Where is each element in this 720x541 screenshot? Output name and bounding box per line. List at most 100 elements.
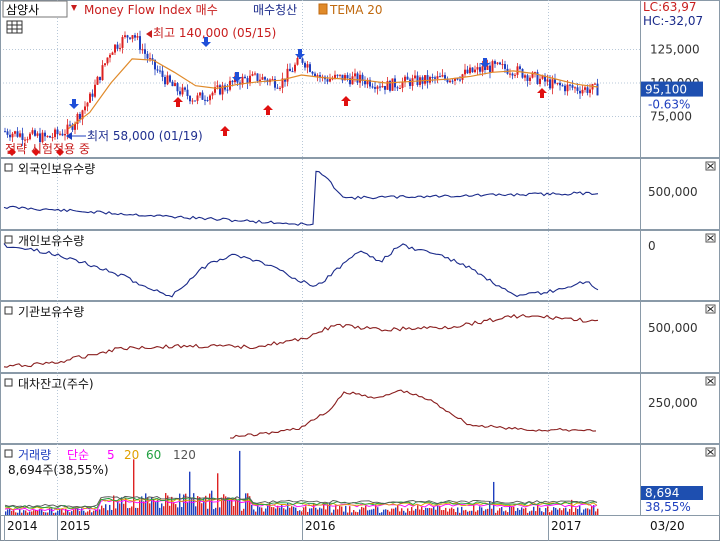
candle-body [204, 99, 206, 101]
volume-bar [541, 511, 543, 515]
volume-bar [179, 493, 181, 515]
panel-axis-tick: 0 [648, 239, 656, 253]
stock-name-box[interactable] [2, 0, 68, 18]
volume-bar [143, 501, 145, 515]
volume-bar [501, 507, 503, 515]
volume-bar [89, 509, 91, 515]
candle-body [566, 84, 569, 92]
candle-body [219, 85, 221, 95]
volume-bar [359, 509, 361, 515]
volume-bar [593, 505, 595, 515]
close-icon[interactable] [707, 378, 714, 384]
close-icon[interactable] [707, 306, 714, 312]
candle-body [439, 76, 441, 78]
max-price-label: 최고 140,000 (05/15) [153, 26, 276, 40]
volume-bar [525, 507, 527, 515]
volume-bar [267, 504, 269, 515]
volume-bar [27, 512, 29, 515]
sell-signal-arrow [480, 58, 490, 68]
volume-bar [555, 507, 557, 515]
candle-body [559, 82, 561, 86]
volume-bar [575, 507, 577, 515]
candle-body [496, 62, 499, 64]
volume-bar [227, 497, 229, 515]
grid-table-icon[interactable] [6, 20, 23, 34]
volume-bar [419, 509, 421, 515]
panel-toggle-icon[interactable] [4, 378, 13, 387]
candle-body [576, 87, 579, 91]
volume-bar [523, 508, 525, 515]
min-marker-arrow [66, 132, 72, 140]
candle-body [139, 36, 141, 50]
candle-body [529, 77, 531, 81]
candle-body [31, 130, 34, 134]
volume-bar [285, 509, 287, 515]
candle-body [326, 79, 329, 82]
panel-toggle-icon[interactable] [4, 235, 13, 244]
candle-body [199, 92, 201, 96]
volume-bar [529, 511, 531, 515]
short-balance-line [229, 389, 597, 439]
max-marker-arrow [146, 30, 152, 38]
volume-bar [513, 506, 515, 515]
volume-bar [463, 510, 465, 515]
panel-toggle-icon[interactable] [4, 306, 13, 315]
candle-body [206, 100, 209, 102]
candle-body [556, 82, 559, 84]
volume-bar [255, 511, 257, 515]
candle-body [119, 47, 121, 49]
candle-body [411, 78, 414, 86]
candle-body [569, 84, 571, 86]
candle-body [554, 79, 556, 84]
candle-body [44, 132, 46, 137]
close-icon[interactable] [707, 449, 714, 455]
volume-bar [309, 508, 311, 515]
volume-bar [357, 512, 359, 515]
volume-bar [491, 508, 493, 515]
volume-bar [531, 510, 533, 515]
volume-bar [389, 511, 391, 515]
candle-body [371, 86, 374, 88]
candle-body [26, 139, 29, 141]
strategy-marker [32, 148, 40, 156]
volume-bar [557, 509, 559, 515]
volume-bar [465, 509, 467, 515]
min-price-label: 최저 58,000 (01/19) [87, 129, 203, 143]
candle-body [109, 54, 111, 58]
candle-body [216, 85, 219, 88]
stock-name-label[interactable]: 삼양사 [6, 3, 39, 17]
candle-body [166, 75, 169, 85]
panel-toggle-icon[interactable] [4, 449, 13, 458]
volume-bar [301, 511, 303, 515]
candle-body [131, 35, 134, 39]
volume-bar [587, 508, 589, 515]
volume-bar [253, 509, 255, 515]
close-icon[interactable] [707, 163, 714, 169]
volume-bar [333, 509, 335, 515]
candle-body [356, 73, 359, 83]
volume-bar [589, 509, 591, 515]
volume-bar [393, 508, 395, 515]
candle-body [141, 49, 144, 51]
candle-body [114, 44, 116, 53]
panel-toggle-icon[interactable] [4, 163, 13, 172]
candle-body [331, 78, 334, 80]
volume-bar [369, 509, 371, 515]
volume-bar [51, 508, 53, 515]
volume-bar [535, 511, 537, 515]
chevron-down-icon[interactable] [71, 5, 77, 11]
candle-body [14, 131, 16, 134]
volume-bar [159, 507, 161, 515]
volume-bar [21, 512, 23, 515]
candle-body [474, 69, 476, 73]
volume-bar [503, 511, 505, 515]
volume-bar [263, 511, 265, 515]
volume-bar [221, 497, 223, 515]
candle-body [104, 63, 106, 66]
close-icon[interactable] [707, 235, 714, 241]
volume-bar [211, 490, 213, 515]
candle-body [41, 132, 44, 143]
volume-bar [47, 512, 49, 515]
